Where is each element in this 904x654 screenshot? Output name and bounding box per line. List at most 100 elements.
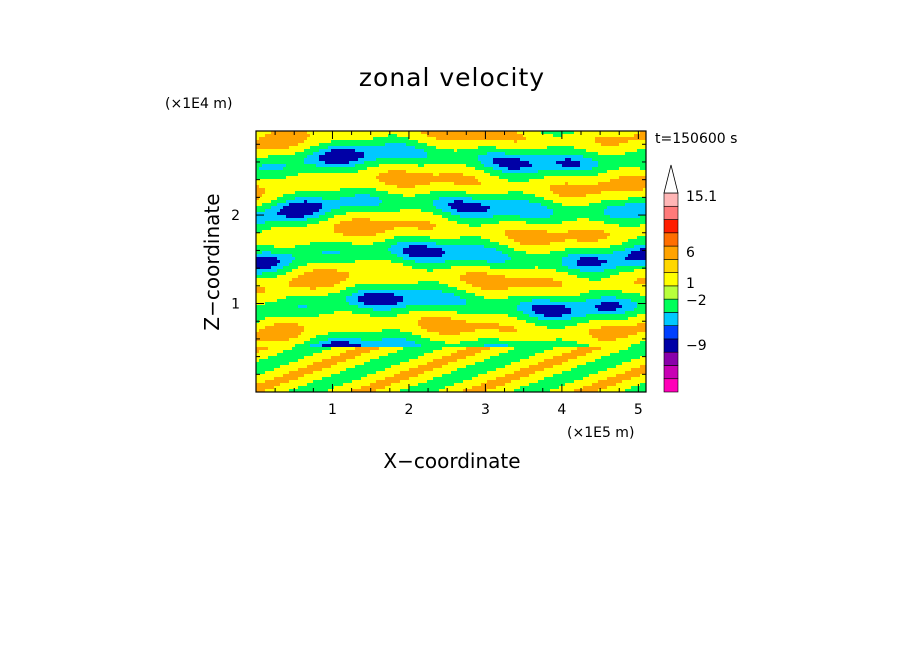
field-cell — [355, 182, 359, 186]
field-cell — [523, 206, 527, 210]
field-cell — [262, 239, 266, 243]
field-cell — [535, 209, 539, 213]
field-cell — [493, 131, 497, 135]
field-cell — [463, 164, 467, 168]
field-cell — [379, 215, 383, 219]
field-cell — [490, 236, 494, 240]
field-cell — [337, 209, 341, 213]
field-cell — [628, 140, 632, 144]
field-cell — [544, 194, 548, 198]
field-cell — [559, 158, 563, 162]
field-cell — [628, 137, 632, 141]
field-cell — [469, 221, 473, 225]
field-cell — [622, 212, 626, 216]
field-cell — [313, 167, 317, 171]
field-cell — [568, 242, 572, 246]
field-cell — [322, 182, 326, 186]
field-cell — [448, 203, 452, 207]
field-cell — [517, 167, 521, 171]
field-cell — [283, 191, 287, 195]
field-cell — [595, 155, 599, 159]
field-cell — [316, 146, 320, 150]
field-cell — [625, 185, 629, 189]
field-cell — [544, 152, 548, 156]
field-cell — [535, 143, 539, 147]
field-cell — [430, 182, 434, 186]
field-cell — [526, 242, 530, 246]
field-cell — [445, 146, 449, 150]
field-cell — [310, 224, 314, 228]
field-cell — [529, 203, 533, 207]
field-cell — [259, 212, 263, 216]
field-cell — [595, 140, 599, 144]
field-cell — [274, 203, 278, 207]
field-cell — [277, 209, 281, 213]
field-cell — [262, 131, 266, 135]
field-cell — [433, 227, 437, 231]
field-cell — [418, 236, 422, 240]
field-cell — [349, 203, 353, 207]
field-cell — [580, 197, 584, 201]
field-cell — [325, 215, 329, 219]
field-cell — [361, 158, 365, 162]
field-cell — [619, 176, 623, 180]
field-cell — [613, 203, 617, 207]
field-cell — [484, 170, 488, 174]
field-cell — [277, 239, 281, 243]
field-cell — [418, 143, 422, 147]
field-cell — [358, 203, 362, 207]
field-cell — [535, 200, 539, 204]
field-cell — [382, 140, 386, 144]
field-cell — [466, 230, 470, 234]
field-cell — [553, 176, 557, 180]
field-cell — [403, 164, 407, 168]
field-cell — [403, 233, 407, 237]
field-cell — [454, 218, 458, 222]
field-cell — [610, 164, 614, 168]
field-cell — [616, 224, 620, 228]
field-cell — [346, 158, 350, 162]
field-cell — [412, 218, 416, 222]
field-cell — [628, 206, 632, 210]
field-cell — [361, 239, 365, 243]
field-cell — [565, 158, 569, 162]
field-cell — [502, 218, 506, 222]
field-cell — [439, 239, 443, 243]
field-cell — [331, 203, 335, 207]
field-cell — [445, 197, 449, 201]
field-cell — [358, 206, 362, 210]
field-cell — [337, 179, 341, 183]
field-cell — [610, 176, 614, 180]
y-axis-label: Z−coordinate — [200, 193, 224, 330]
field-cell — [496, 227, 500, 231]
field-cell — [361, 152, 365, 156]
field-cell — [352, 206, 356, 210]
field-cell — [559, 209, 563, 213]
field-cell — [304, 212, 308, 216]
field-cell — [397, 209, 401, 213]
field-cell — [502, 176, 506, 180]
field-cell — [532, 200, 536, 204]
field-cell — [379, 179, 383, 183]
field-cell — [475, 140, 479, 144]
field-cell — [532, 218, 536, 222]
field-cell — [283, 242, 287, 246]
field-cell — [613, 197, 617, 201]
field-cell — [349, 236, 353, 240]
field-cell — [604, 236, 608, 240]
field-cell — [292, 233, 296, 237]
field-cell — [271, 179, 275, 183]
field-cell — [271, 227, 275, 231]
field-cell — [538, 233, 542, 237]
field-cell — [502, 134, 506, 138]
field-cell — [481, 182, 485, 186]
field-cell — [574, 212, 578, 216]
field-cell — [283, 215, 287, 219]
field-cell — [358, 215, 362, 219]
field-cell — [535, 164, 539, 168]
field-cell — [403, 179, 407, 183]
field-cell — [448, 218, 452, 222]
field-cell — [484, 152, 488, 156]
field-cell — [436, 239, 440, 243]
field-cell — [406, 134, 410, 138]
